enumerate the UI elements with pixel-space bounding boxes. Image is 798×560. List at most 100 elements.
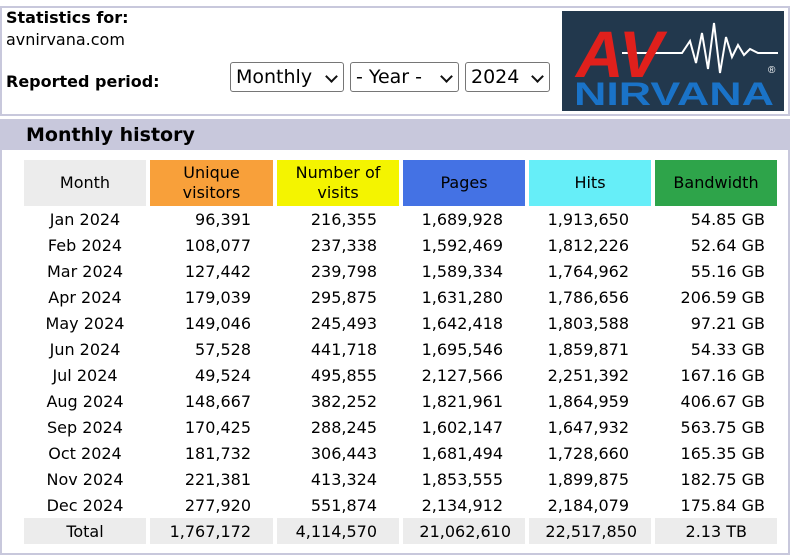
unique-cell: 179,039 [184, 287, 251, 307]
unique-cell: 170,425 [184, 417, 251, 437]
table-row: Aug 2024 148,667 382,252 1,821,961 1,864… [24, 388, 777, 414]
pages-cell: 2,134,912 [421, 495, 503, 515]
table-row: Jul 2024 49,524 495,855 2,127,566 2,251,… [24, 362, 777, 388]
month-cell: Sep 2024 [47, 417, 123, 437]
monthly-history-titlebar [2, 121, 788, 150]
year-select[interactable]: 2024 [465, 62, 550, 92]
year-placeholder-value: - Year - [356, 66, 423, 88]
period-select[interactable]: Monthly [230, 62, 344, 92]
month-cell: Feb 2024 [47, 235, 123, 255]
month-cell: Oct 2024 [48, 443, 122, 463]
hits-cell: 1,764,962 [547, 261, 629, 281]
total-unique: 1,767,172 [150, 518, 273, 544]
bandwidth-cell: 54.85 GB [690, 209, 765, 229]
bandwidth-cell: 182.75 GB [680, 469, 765, 489]
hits-cell: 1,859,871 [547, 339, 629, 359]
bandwidth-cell: 97.21 GB [690, 313, 765, 333]
total-row: Total 1,767,172 4,114,570 21,062,610 22,… [24, 518, 777, 544]
table-row: Jun 2024 57,528 441,718 1,695,546 1,859,… [24, 336, 777, 362]
month-cell: Apr 2024 [48, 287, 122, 307]
col-header-pages: Pages [403, 160, 525, 206]
hits-cell: 1,899,875 [547, 469, 629, 489]
hits-cell: 2,184,079 [547, 495, 629, 515]
month-cell: Jan 2024 [49, 209, 121, 229]
period-select-value: Monthly [236, 66, 313, 88]
statistics-for-label: Statistics for: [6, 8, 129, 27]
month-cell: Mar 2024 [47, 261, 123, 281]
col-header-hits: Hits [529, 160, 651, 206]
unique-cell: 127,442 [184, 261, 251, 281]
unique-cell: 148,667 [184, 391, 251, 411]
hits-cell: 1,647,932 [547, 417, 629, 437]
registered-mark: ® [768, 65, 776, 76]
visits-cell: 551,874 [310, 495, 377, 515]
unique-cell: 181,732 [184, 443, 251, 463]
visits-cell: 413,324 [310, 469, 377, 489]
hits-cell: 1,803,588 [547, 313, 629, 333]
unique-cell: 149,046 [184, 313, 251, 333]
visits-cell: 295,875 [310, 287, 377, 307]
col-header-number-of-visits: Number of visits [277, 160, 399, 206]
bandwidth-cell: 54.33 GB [690, 339, 765, 359]
visits-cell: 441,718 [310, 339, 377, 359]
pages-cell: 2,127,566 [421, 365, 503, 385]
year-select-value: 2024 [471, 66, 520, 88]
visits-cell: 239,798 [310, 261, 377, 281]
total-hits: 22,517,850 [529, 518, 651, 544]
pages-cell: 1,592,469 [421, 235, 503, 255]
monthly-history-table: Month Unique visitors Number of visits Pag… [20, 160, 781, 544]
visits-cell: 237,338 [310, 235, 377, 255]
bandwidth-cell: 167.16 GB [680, 365, 765, 385]
col-header-unique-visitors: Unique visitors [150, 160, 273, 206]
bandwidth-cell: 52.64 GB [690, 235, 765, 255]
chevron-down-icon [531, 70, 544, 83]
pages-cell: 1,631,280 [421, 287, 503, 307]
bandwidth-cell: 55.16 GB [690, 261, 765, 281]
table-row: Jan 2024 96,391 216,355 1,689,928 1,913,… [24, 206, 777, 232]
visits-cell: 382,252 [310, 391, 377, 411]
month-cell: Dec 2024 [46, 495, 124, 515]
logo-letters-top: AV [574, 17, 668, 91]
total-bandwidth: 2.13 TB [655, 518, 777, 544]
unique-cell: 57,528 [195, 339, 251, 359]
bandwidth-cell: 563.75 GB [680, 417, 765, 437]
unique-cell: 96,391 [195, 209, 251, 229]
avnirvana-logo[interactable]: AV NIRVANA ® [562, 11, 784, 111]
year-placeholder-select[interactable]: - Year - [350, 62, 459, 92]
hits-cell: 1,913,650 [547, 209, 629, 229]
unique-cell: 108,077 [184, 235, 251, 255]
col-header-month: Month [24, 160, 146, 206]
pages-cell: 1,602,147 [421, 417, 503, 437]
total-label: Total [24, 518, 146, 544]
pages-cell: 1,681,494 [421, 443, 503, 463]
site-name: avnirvana.com [6, 30, 125, 49]
chevron-down-icon [325, 70, 338, 83]
visits-cell: 216,355 [310, 209, 377, 229]
month-cell: Jul 2024 [52, 365, 118, 385]
col-header-bandwidth: Bandwidth [655, 160, 777, 206]
hits-cell: 1,864,959 [547, 391, 629, 411]
table-row: Nov 2024 221,381 413,324 1,853,555 1,899… [24, 466, 777, 492]
bandwidth-cell: 406.67 GB [680, 391, 765, 411]
table-row: Feb 2024 108,077 237,338 1,592,469 1,812… [24, 232, 777, 258]
pages-cell: 1,853,555 [421, 469, 503, 489]
month-cell: Jun 2024 [49, 339, 121, 359]
unique-cell: 49,524 [195, 365, 251, 385]
pages-cell: 1,695,546 [421, 339, 503, 359]
month-cell: Aug 2024 [46, 391, 124, 411]
table-row: Dec 2024 277,920 551,874 2,134,912 2,184… [24, 492, 777, 518]
visits-cell: 288,245 [310, 417, 377, 437]
pages-cell: 1,642,418 [421, 313, 503, 333]
table-header-row: Month Unique visitors Number of visits Pag… [24, 160, 777, 206]
hits-cell: 1,812,226 [547, 235, 629, 255]
month-cell: May 2024 [45, 313, 125, 333]
waveform-line [622, 22, 778, 74]
bandwidth-cell: 206.59 GB [680, 287, 765, 307]
logo-graphic: AV NIRVANA ® [574, 17, 778, 111]
visits-cell: 495,855 [310, 365, 377, 385]
total-visits: 4,114,570 [277, 518, 399, 544]
visits-cell: 245,493 [310, 313, 377, 333]
reported-period-label: Reported period: [6, 72, 160, 91]
monthly-history-title: Monthly history [26, 124, 195, 146]
table-row: May 2024 149,046 245,493 1,642,418 1,803… [24, 310, 777, 336]
